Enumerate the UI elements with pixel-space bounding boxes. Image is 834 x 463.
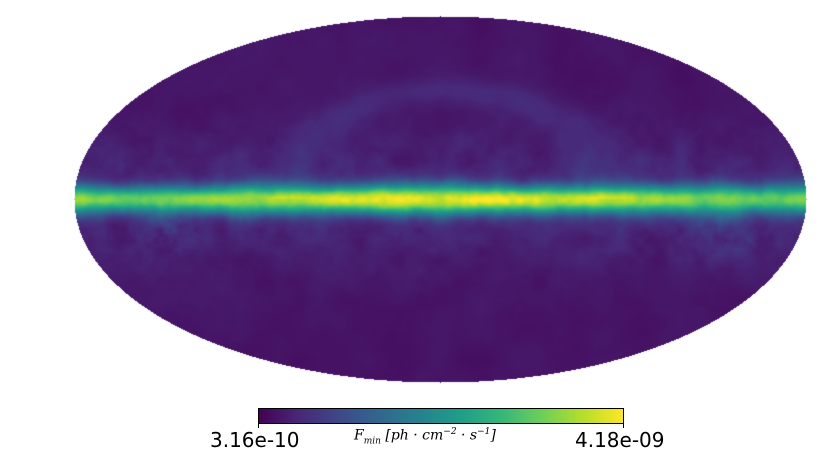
colorbar-min-label: 3.16e-10 <box>210 428 300 452</box>
colorbar-max-label: 4.18e-09 <box>575 428 665 452</box>
colorbar-tick-max <box>623 424 624 428</box>
sky-map-image <box>0 0 834 400</box>
colorbar <box>258 408 624 424</box>
colorbar-unit-label: Fmin [ph · cm−2 · s−1] <box>354 427 496 447</box>
colorbar-tick-min <box>258 424 259 428</box>
